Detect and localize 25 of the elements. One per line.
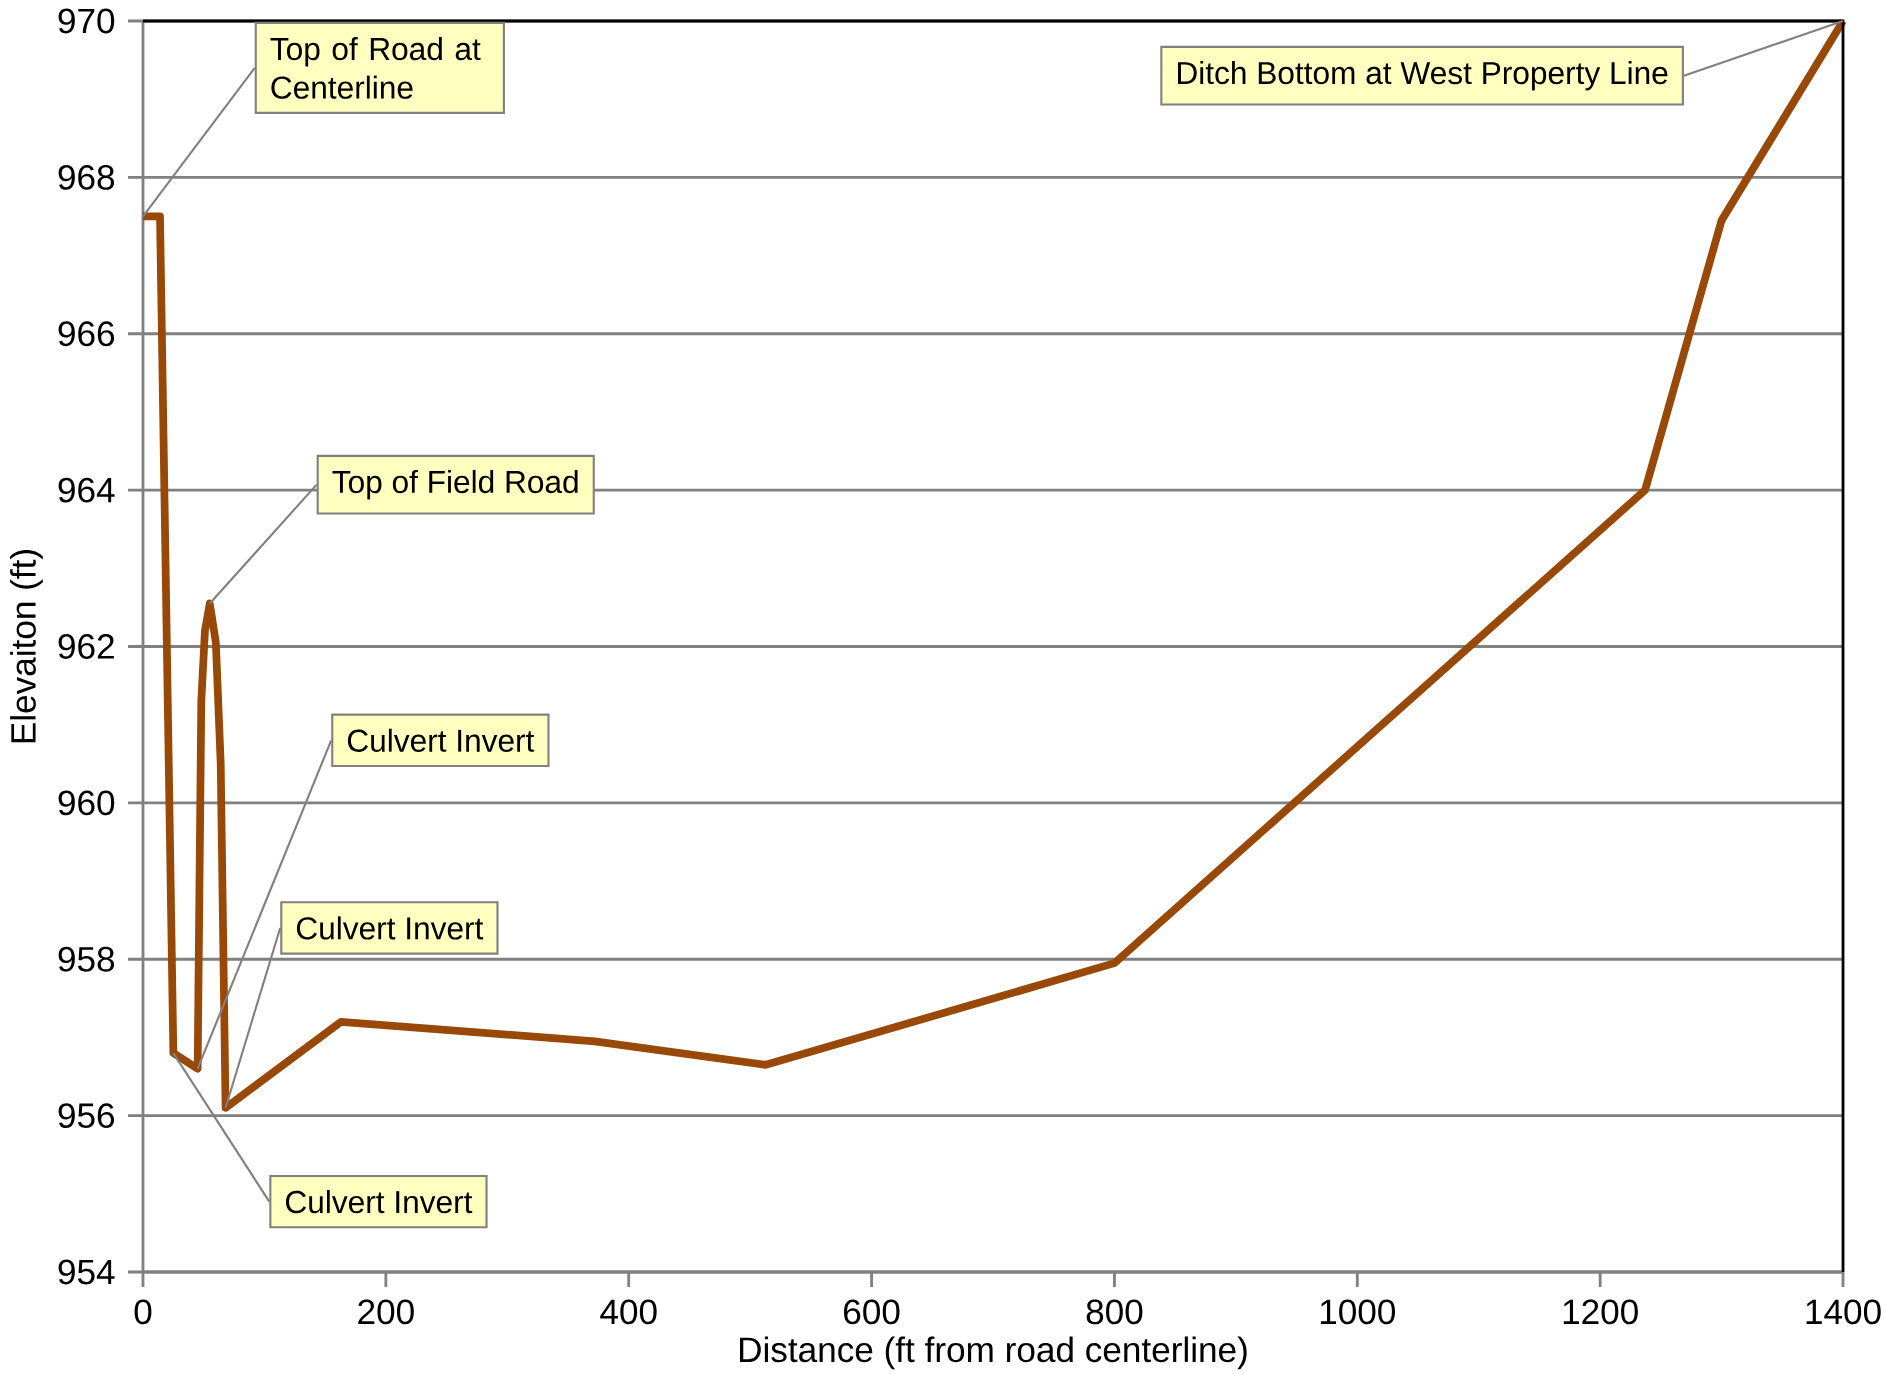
y-tick-label: 968	[58, 164, 115, 190]
x-tick-label: 1200	[1563, 1299, 1638, 1325]
annotation: Culvert Invert	[347, 728, 535, 752]
y-tick-label: 970	[58, 8, 115, 34]
x-tick-label: 800	[1086, 1299, 1143, 1325]
x-axis-title: Distance (ft from road centerline)	[739, 1336, 1247, 1370]
y-tick-label: 960	[58, 790, 115, 816]
annotation: Culvert Invert	[286, 1190, 473, 1214]
x-tick-label: 400	[600, 1299, 657, 1325]
y-tick-label: 958	[58, 946, 115, 972]
y-axis-title: Elevaiton (ft)	[10, 550, 43, 743]
y-tick-label: 962	[58, 634, 114, 659]
x-tick-label: 200	[358, 1299, 414, 1325]
x-tick-label: 0	[134, 1299, 152, 1325]
annotation: Top of Road at Centerline	[270, 36, 481, 99]
annotation: Ditch Bottom at West Property Line	[1177, 60, 1668, 91]
y-tick-label: 966	[58, 321, 115, 347]
x-tick-label: 1400	[1806, 1299, 1881, 1325]
x-tick-label: 600	[844, 1299, 900, 1325]
y-tick-label: 964	[58, 477, 115, 503]
x-tick-label: 1000	[1320, 1299, 1396, 1325]
annotation: Culvert Invert	[296, 916, 484, 940]
annotation: Top of Field Road	[332, 469, 578, 500]
y-tick-label: 956	[58, 1103, 115, 1129]
y-tick-label: 954	[58, 1259, 115, 1285]
